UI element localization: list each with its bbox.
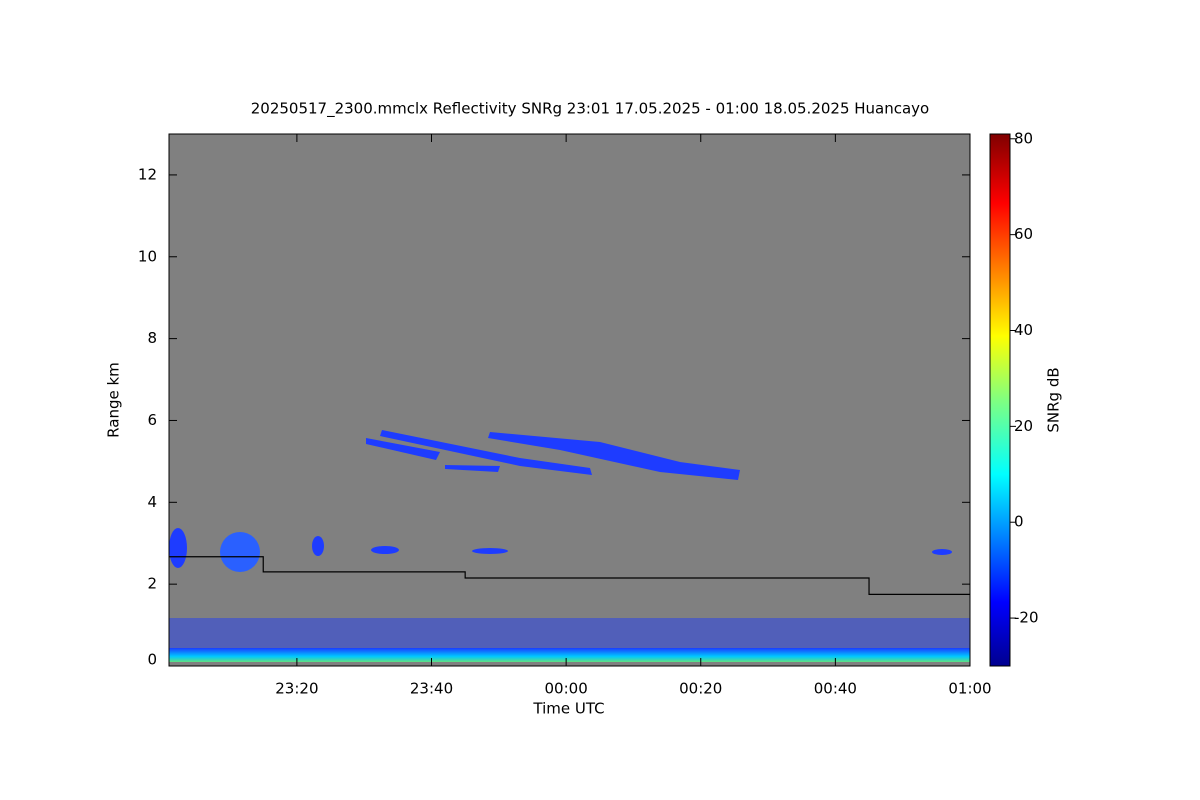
x-axis-label: Time UTC <box>532 700 604 718</box>
colorbar <box>989 133 1011 667</box>
plot-frame <box>168 133 971 667</box>
y-tick-label: 8 <box>147 329 157 347</box>
colorbar-tick-label: 80 <box>1014 129 1033 147</box>
colorbar-tick-label: 40 <box>1014 321 1033 339</box>
colorbar-tick-label: -20 <box>1014 609 1039 627</box>
x-tick-label: 01:00 <box>948 680 991 698</box>
colorbar-tick-label: 60 <box>1014 225 1033 243</box>
x-tick-label: 23:40 <box>410 680 453 698</box>
plot-background <box>169 134 970 666</box>
y-tick-label: 4 <box>147 493 157 511</box>
y-tick-label: 6 <box>147 411 157 429</box>
y-axis-label: Range km <box>105 362 123 438</box>
colorbar-tick-label: 20 <box>1014 417 1033 435</box>
y-tick-label: 2 <box>147 575 157 593</box>
x-tick-label: 00:20 <box>679 680 722 698</box>
data-line <box>169 556 970 595</box>
x-tick-label: 23:20 <box>275 680 318 698</box>
echoes <box>169 430 970 662</box>
colorbar-tick-label: 0 <box>1014 513 1024 531</box>
x-tick-label: 00:40 <box>814 680 857 698</box>
y-tick-label: 12 <box>138 165 157 183</box>
x-tick-label: 00:00 <box>545 680 588 698</box>
y-tick-label: 0 <box>147 651 157 669</box>
colorbar-label: SNRg dB <box>1045 367 1063 432</box>
chart-title: 20250517_2300.mmclx Reflectivity SNRg 23… <box>251 100 930 119</box>
y-tick-label: 10 <box>138 247 157 265</box>
